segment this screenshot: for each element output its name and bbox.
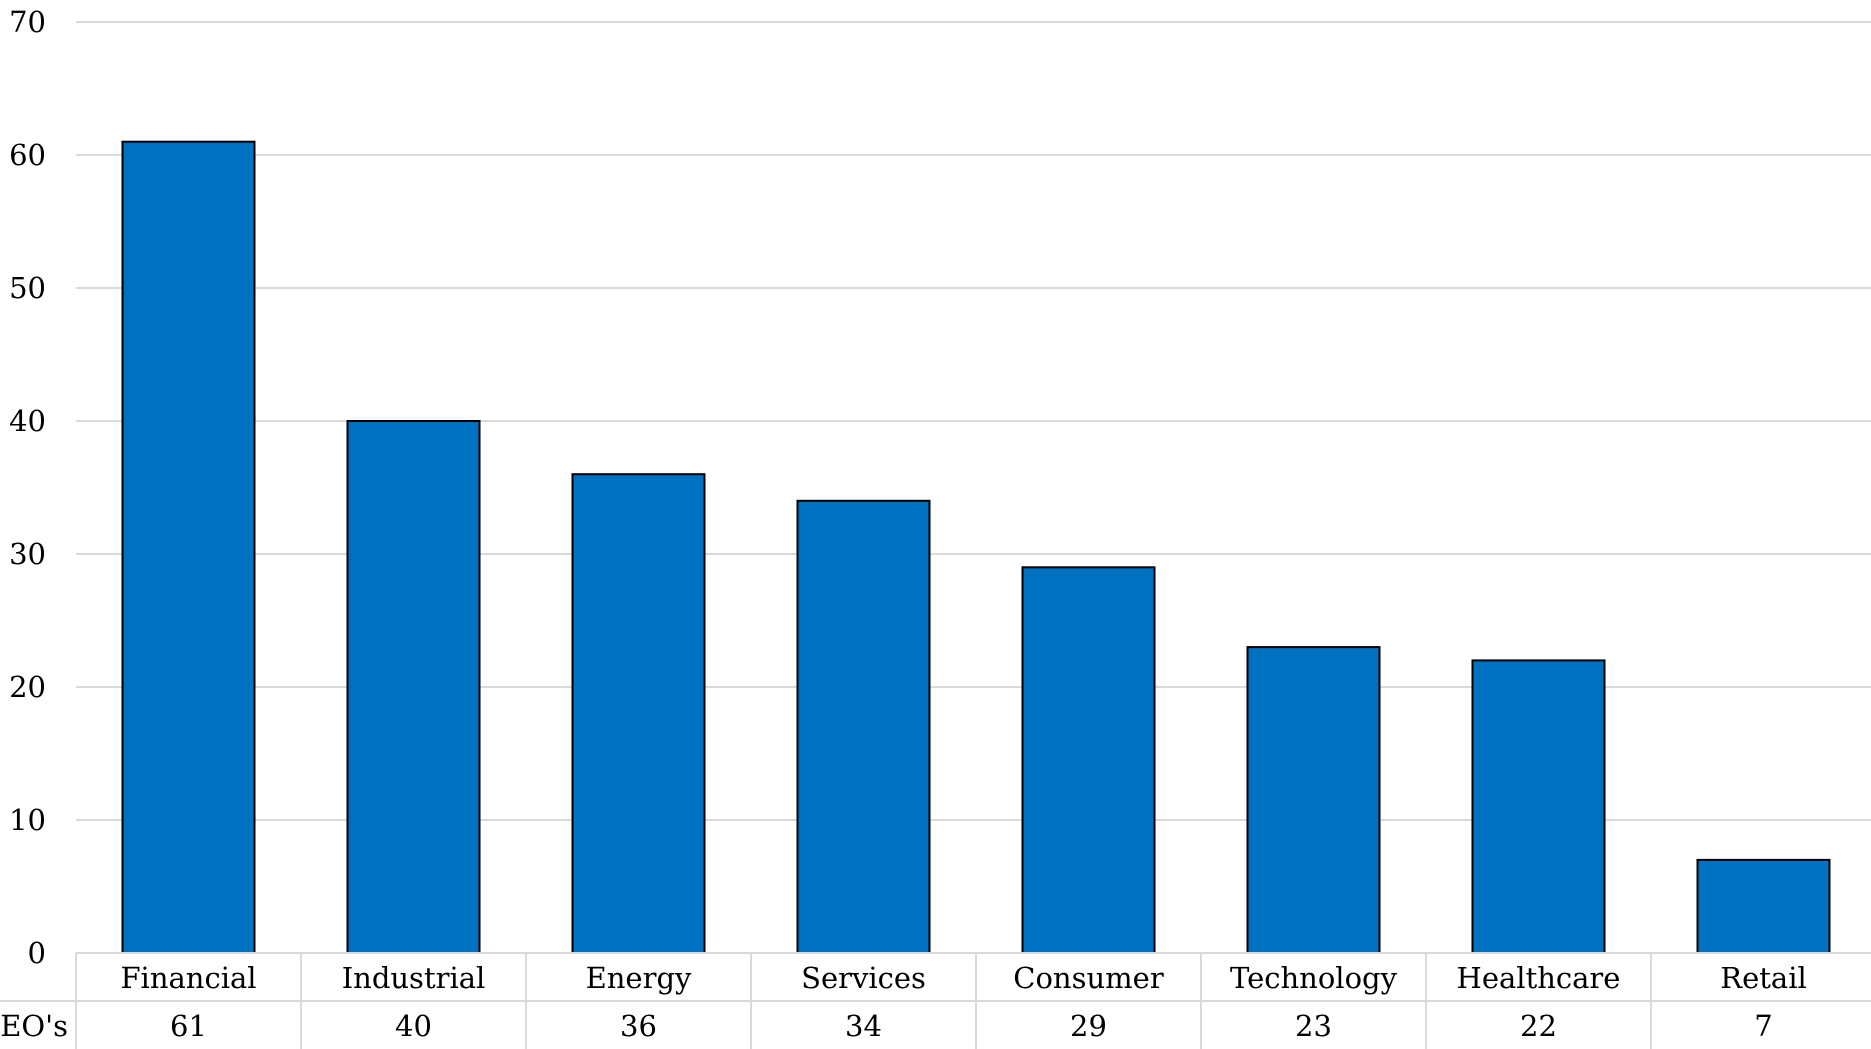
category-label: Services (801, 961, 926, 995)
series-row-label: CEO's (0, 1009, 68, 1043)
bar-retail (1696, 858, 1831, 955)
category-label: Financial (120, 961, 256, 995)
y-axis-ticks: 0 10 20 30 40 50 60 70 (9, 5, 46, 970)
value-label: 34 (845, 1009, 882, 1043)
y-tick-label: 70 (9, 5, 46, 39)
value-label: 61 (170, 1009, 207, 1043)
value-label: 7 (1754, 1009, 1772, 1043)
data-table: Financial Industrial Energy Services Consume… (0, 952, 1871, 1049)
bars (121, 140, 1831, 955)
value-label: 29 (1070, 1009, 1107, 1043)
bar-services (796, 499, 931, 954)
bar-financial (121, 140, 256, 954)
y-tick-label: 10 (9, 803, 46, 837)
y-tick-label: 60 (9, 138, 46, 172)
category-label: Industrial (342, 961, 486, 995)
category-label: Healthcare (1457, 961, 1621, 995)
y-tick-label: 30 (9, 537, 46, 571)
bar-industrial (346, 420, 481, 954)
y-tick-label: 20 (9, 670, 46, 704)
bar-healthcare (1471, 659, 1606, 955)
value-label: 40 (395, 1009, 432, 1043)
bar-technology (1246, 646, 1381, 954)
value-label: 36 (620, 1009, 657, 1043)
y-tick-label: 0 (28, 936, 46, 970)
value-label: 23 (1295, 1009, 1332, 1043)
category-label: Energy (586, 961, 692, 995)
category-label: Technology (1230, 961, 1398, 995)
value-label: 22 (1520, 1009, 1557, 1043)
bar-consumer (1021, 566, 1156, 954)
category-label: Consumer (1013, 961, 1164, 995)
bar-energy (571, 473, 706, 954)
category-label: Retail (1720, 961, 1807, 995)
y-tick-label: 40 (9, 404, 46, 438)
y-tick-label: 50 (9, 271, 46, 305)
